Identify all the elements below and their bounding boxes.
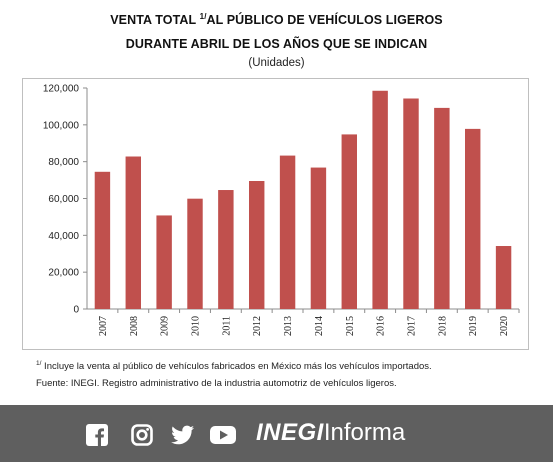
x-tick-label: 2013 — [283, 316, 294, 336]
x-tick-label: 2008 — [129, 316, 140, 336]
bar-2009 — [156, 215, 172, 309]
bar-2007 — [94, 171, 111, 309]
x-tick-label: 2017 — [407, 316, 418, 336]
bar-2019 — [465, 128, 481, 309]
x-tick-label: 2020 — [499, 316, 510, 336]
twitter-icon[interactable] — [171, 424, 195, 446]
x-tick-label: 2012 — [252, 316, 263, 336]
y-tick-label: 0 — [73, 305, 79, 316]
footer-bar: INEGIInforma — [0, 405, 553, 462]
facebook-icon[interactable] — [86, 424, 108, 446]
chart-title-line1: VENTA TOTAL 1/AL PÚBLICO DE VEHÍCULOS LI… — [110, 12, 443, 28]
bar-2008 — [125, 156, 141, 309]
footnote: 1/ Incluye la venta al público de vehícu… — [36, 360, 432, 373]
source-note: Fuente: INEGI. Registro administrativo d… — [36, 378, 397, 389]
bar-2012 — [249, 181, 265, 309]
inegi-informa-logo: INEGIInforma — [256, 419, 406, 446]
y-tick-label: 80,000 — [48, 157, 79, 168]
bar-2017 — [403, 98, 419, 309]
x-tick-label: 2018 — [437, 316, 448, 336]
bar-2014 — [310, 167, 327, 309]
chart-frame — [22, 78, 529, 350]
y-tick-label: 20,000 — [48, 268, 79, 279]
x-tick-label: 2015 — [345, 316, 356, 336]
bar-2015 — [341, 134, 357, 309]
x-tick-label: 2019 — [468, 316, 479, 336]
y-tick-label: 120,000 — [43, 84, 80, 95]
bar-2018 — [434, 107, 450, 309]
bar-2016 — [372, 90, 388, 309]
chart-title-line2: DURANTE ABRIL DE LOS AÑOS QUE SE INDICAN — [125, 37, 428, 51]
bar-2010 — [187, 198, 203, 309]
x-tick-label: 2007 — [98, 316, 109, 336]
bar-chart: 0 20,000 40,000 60,000 80,000 100,000 120,000 2… — [43, 84, 520, 336]
y-tick-label: 60,000 — [48, 194, 79, 205]
x-tick-label: 2014 — [314, 316, 325, 336]
y-tick-label: 100,000 — [43, 120, 80, 131]
x-tick-label: 2016 — [376, 316, 387, 336]
y-tick-label: 40,000 — [48, 231, 79, 242]
bar-2020 — [495, 246, 512, 309]
x-tick-label: 2009 — [160, 316, 171, 336]
chart-subtitle: (Unidades) — [248, 57, 305, 69]
instagram-icon[interactable] — [131, 424, 153, 446]
bar-2011 — [218, 190, 234, 309]
bar-2013 — [279, 155, 296, 309]
x-tick-label: 2010 — [191, 316, 202, 336]
x-tick-label: 2011 — [221, 316, 232, 336]
youtube-icon[interactable] — [210, 424, 236, 446]
